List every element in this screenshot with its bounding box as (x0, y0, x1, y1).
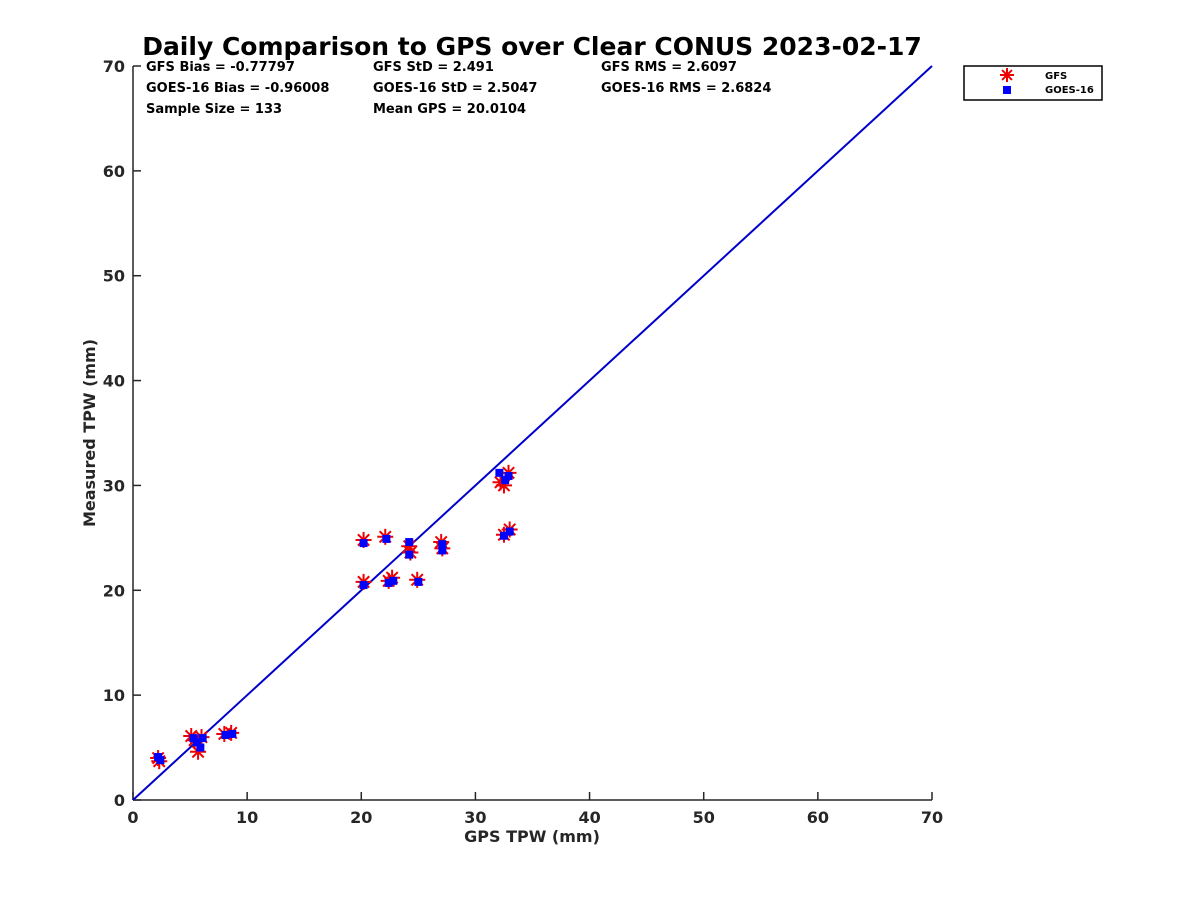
y-tick-label: 60 (103, 162, 125, 181)
x-tick-label: 0 (127, 808, 138, 827)
goes16-point (228, 729, 237, 738)
goes16-point (221, 730, 230, 739)
x-tick-label: 20 (350, 808, 372, 827)
goes16-point (438, 540, 447, 549)
goes16-series (154, 468, 514, 765)
legend-gfs-label: GFS (1045, 71, 1067, 82)
y-ticks: 0 10 20 30 40 50 60 70 (103, 57, 141, 810)
stat-mean-gps: Mean GPS = 20.0104 (373, 102, 526, 117)
x-tick-label: 70 (921, 808, 943, 827)
x-tick-label: 40 (578, 808, 600, 827)
goes16-point (359, 581, 368, 590)
y-tick-label: 40 (103, 372, 125, 391)
y-tick-label: 30 (103, 476, 125, 495)
y-tick-label: 70 (103, 57, 125, 76)
stat-sample-size: Sample Size = 133 (146, 102, 282, 117)
y-tick-label: 10 (103, 686, 125, 705)
legend-box (963, 65, 1103, 101)
x-tick-label: 60 (807, 808, 829, 827)
goes16-point (384, 578, 393, 587)
goes16-point (156, 756, 165, 765)
x-ticks: 0 10 20 30 40 50 60 70 (127, 792, 943, 827)
goes16-point (438, 546, 447, 555)
stat-gfs-std: GFS StD = 2.491 (373, 60, 494, 75)
legend-goes16-marker (1003, 86, 1011, 94)
stat-goes16-std: GOES-16 StD = 2.5047 (373, 81, 537, 96)
one-to-one-line (132, 65, 933, 801)
goes16-point (499, 531, 508, 540)
goes16-point (382, 534, 391, 543)
goes16-point (198, 734, 207, 743)
stats-block: GFS Bias = -0.77797 GFS StD = 2.491 GFS … (146, 60, 771, 117)
goes16-point (405, 538, 414, 547)
goes16-point (504, 471, 513, 480)
goes16-point (196, 743, 205, 752)
stat-goes16-rms: GOES-16 RMS = 2.6824 (601, 81, 771, 96)
stat-gfs-bias: GFS Bias = -0.77797 (146, 60, 295, 75)
legend-gfs-asterisk (1000, 68, 1014, 82)
stat-gfs-rms: GFS RMS = 2.6097 (601, 60, 737, 75)
goes16-point (389, 576, 398, 585)
goes16-point (192, 738, 201, 747)
y-tick-label: 0 (114, 791, 125, 810)
goes16-point (189, 734, 198, 743)
goes16-point (359, 539, 368, 548)
legend: GFS GOES-16 (963, 65, 1103, 101)
x-tick-label: 50 (693, 808, 715, 827)
y-axis-label: Measured TPW (mm) (80, 339, 99, 527)
goes16-point (495, 468, 504, 477)
goes16-point (405, 550, 414, 559)
legend-goes16-label: GOES-16 (1045, 85, 1094, 96)
goes16-point (414, 577, 423, 586)
plot-area (132, 66, 932, 801)
x-tick-label: 30 (464, 808, 486, 827)
goes16-point (501, 476, 510, 485)
x-tick-label: 10 (236, 808, 258, 827)
stat-goes16-bias: GOES-16 Bias = -0.96008 (146, 81, 329, 96)
x-axis-label: GPS TPW (mm) (464, 827, 600, 846)
chart-title: Daily Comparison to GPS over Clear CONUS… (142, 32, 922, 61)
goes16-point (505, 527, 514, 536)
legend-gfs-marker (1000, 68, 1014, 82)
y-tick-label: 20 (103, 581, 125, 600)
y-tick-label: 50 (103, 267, 125, 286)
